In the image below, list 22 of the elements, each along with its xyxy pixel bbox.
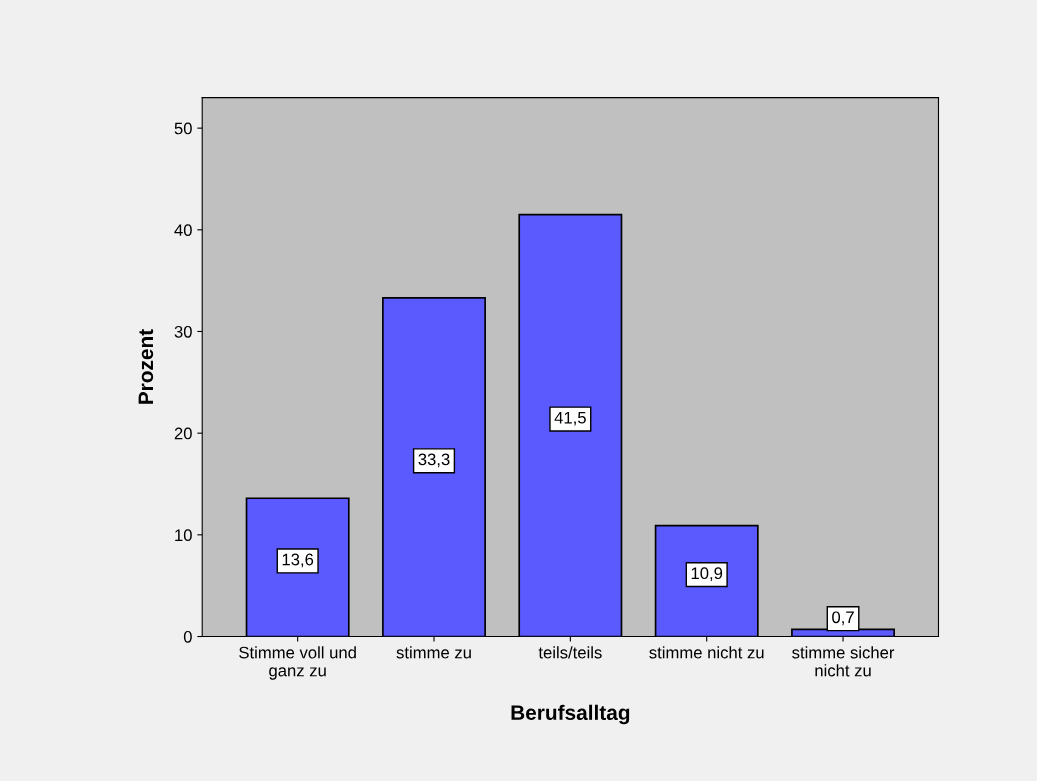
data-label: 0,7 bbox=[832, 611, 854, 626]
y-axis-title: Prozent bbox=[138, 329, 154, 404]
bar bbox=[382, 297, 486, 637]
data-label: 41,5 bbox=[554, 411, 586, 426]
y-tick-label: 10 bbox=[175, 529, 192, 542]
data-label: 33,3 bbox=[418, 453, 450, 468]
data-label: 10,9 bbox=[691, 567, 723, 582]
data-label: 13,6 bbox=[282, 553, 314, 568]
y-tick-label: 30 bbox=[174, 325, 192, 338]
y-tick-label: 0 bbox=[183, 630, 192, 643]
y-tick-label: 50 bbox=[174, 122, 192, 135]
bar bbox=[518, 213, 623, 637]
x-tick-label: stimme sicher nicht zu bbox=[792, 646, 895, 677]
bar bbox=[654, 524, 759, 637]
x-tick-label: Stimme voll und ganz zu bbox=[239, 646, 356, 680]
x-tick-label: stimme nicht zu bbox=[649, 646, 764, 659]
bar bbox=[245, 497, 350, 637]
x-tick-label: stimme zu bbox=[396, 646, 471, 659]
y-tick-label: 20 bbox=[174, 427, 192, 440]
y-tick-label: 40 bbox=[174, 224, 192, 237]
x-axis-title: Berufsalltag bbox=[511, 704, 630, 725]
x-tick-label: teils/teils bbox=[538, 646, 602, 659]
